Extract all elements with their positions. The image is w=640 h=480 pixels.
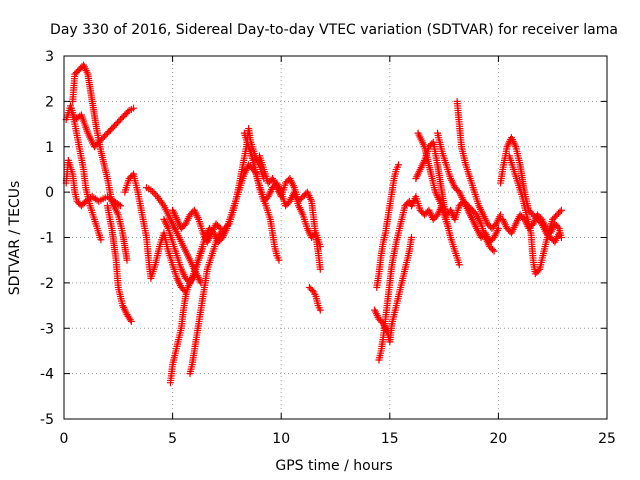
series-s18 [371, 234, 416, 346]
data-point [116, 202, 124, 210]
y-axis-title: SDTVAR / TECUs [7, 181, 23, 296]
series-s14 [255, 152, 324, 273]
data-point [455, 261, 463, 269]
data-point [490, 247, 498, 255]
data-point [127, 317, 135, 325]
y-tick-label: 0 [45, 185, 54, 201]
y-tick-label: -4 [40, 367, 54, 383]
data-point [408, 234, 416, 241]
data-point [557, 206, 565, 214]
data-point [444, 224, 452, 232]
y-tick-label: -2 [40, 276, 54, 292]
y-tick-label: 1 [45, 140, 54, 156]
data-point [97, 236, 105, 244]
series-s21 [434, 129, 498, 255]
data-point [308, 286, 316, 294]
data-point [316, 265, 324, 273]
data-point [394, 161, 402, 169]
data-point [275, 256, 283, 264]
series-s22 [453, 97, 505, 232]
data-point [489, 246, 497, 254]
x-tick-label: 10 [272, 431, 290, 447]
x-tick-label: 20 [489, 431, 507, 447]
x-axis-title: GPS time / hours [275, 458, 392, 474]
data-point [130, 104, 138, 112]
series-s11 [160, 215, 207, 287]
y-tick-label: -5 [40, 412, 54, 428]
data-point [556, 208, 564, 216]
data-point [557, 234, 565, 241]
data-point [494, 224, 502, 232]
x-tick-label: 25 [598, 431, 616, 447]
x-tick-label: 15 [381, 431, 399, 447]
x-tick-label: 0 [60, 431, 69, 447]
data-point [123, 256, 131, 264]
data-point [124, 108, 132, 116]
y-axis-ticks: -5 -4 -3 -2 -1 0 1 2 3 [40, 49, 607, 428]
data-point [147, 186, 155, 194]
x-axis-ticks: 0 5 10 15 20 25 [60, 56, 616, 447]
data-point [126, 316, 134, 324]
series-s16 [373, 161, 402, 291]
data-point [150, 189, 158, 197]
series-s3 [69, 61, 131, 264]
series-s4 [67, 102, 105, 244]
series-s26 [414, 129, 452, 232]
data-point [216, 224, 224, 232]
series-s10 [169, 206, 224, 246]
y-tick-label: 3 [45, 49, 54, 65]
data-point [224, 221, 232, 229]
y-tick-label: -1 [40, 231, 54, 247]
series-s25 [499, 211, 565, 241]
data-point [199, 243, 207, 251]
data-point [316, 306, 324, 314]
data-point [152, 191, 160, 199]
data-point [215, 223, 223, 231]
series-s15 [305, 283, 324, 314]
data-points [62, 61, 565, 387]
y-tick-label: 2 [45, 94, 54, 110]
data-point [554, 223, 562, 231]
data-point [149, 188, 157, 196]
chart-title: Day 330 of 2016, Sidereal Day-to-day VTE… [50, 22, 618, 38]
series-s6 [121, 170, 190, 296]
x-tick-label: 5 [168, 431, 177, 447]
y-tick-label: -3 [40, 321, 54, 337]
series-s24 [505, 152, 565, 278]
data-point [534, 267, 542, 275]
data-point [497, 211, 505, 219]
series-s5 [103, 202, 135, 325]
